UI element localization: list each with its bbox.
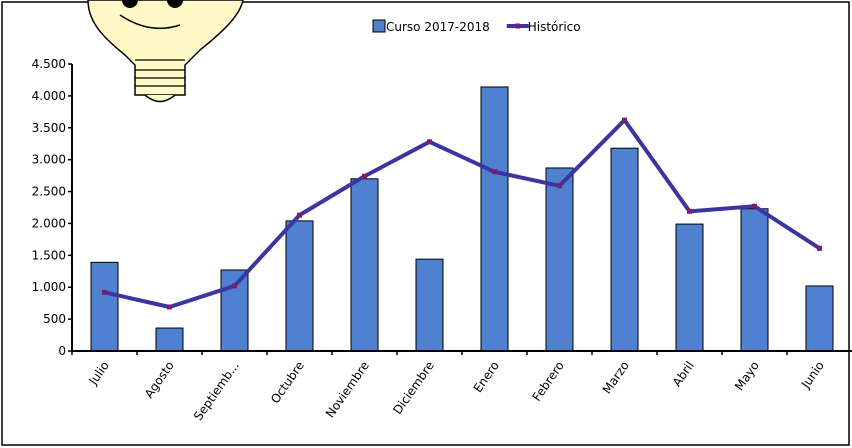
legend-label: Curso 2017-2018 xyxy=(386,20,490,34)
y-tick-label: 3.500 xyxy=(32,121,66,135)
bar xyxy=(676,224,703,351)
legend-label: Histórico xyxy=(528,20,581,34)
y-tick-label: 1.000 xyxy=(32,280,66,294)
line-marker xyxy=(102,290,107,295)
line-marker xyxy=(492,169,497,174)
y-tick-label: 1.500 xyxy=(32,248,66,262)
y-tick-label: 4.500 xyxy=(32,57,66,71)
chart: 0 500 1.000 1.500 2.000 2.500 3.000 3.500 4.000 4… xyxy=(0,0,852,448)
y-tick-label: 500 xyxy=(43,312,66,326)
bar xyxy=(91,262,118,351)
line-marker xyxy=(752,204,757,209)
y-tick-label: 4.000 xyxy=(32,89,66,103)
line-marker xyxy=(557,183,562,188)
legend-swatch xyxy=(373,20,385,32)
y-tick-label: 0 xyxy=(58,344,66,358)
line-marker xyxy=(817,246,822,251)
y-tick-label: 2.500 xyxy=(32,185,66,199)
bar xyxy=(416,259,443,351)
line-marker xyxy=(622,118,627,123)
line-marker xyxy=(232,283,237,288)
bar xyxy=(611,148,638,351)
bar xyxy=(741,209,768,351)
legend-swatch xyxy=(515,24,520,29)
line-marker xyxy=(362,174,367,179)
y-tick-label: 3.000 xyxy=(32,153,66,167)
line-marker xyxy=(427,139,432,144)
bar xyxy=(351,179,378,351)
bar xyxy=(221,270,248,351)
bar xyxy=(546,168,573,351)
line-marker xyxy=(687,209,692,214)
bar xyxy=(481,87,508,351)
bar xyxy=(806,286,833,351)
bar xyxy=(286,221,313,351)
y-tick-label: 2.000 xyxy=(32,216,66,230)
line-marker xyxy=(297,213,302,218)
line-marker xyxy=(167,304,172,309)
bar xyxy=(156,328,183,351)
